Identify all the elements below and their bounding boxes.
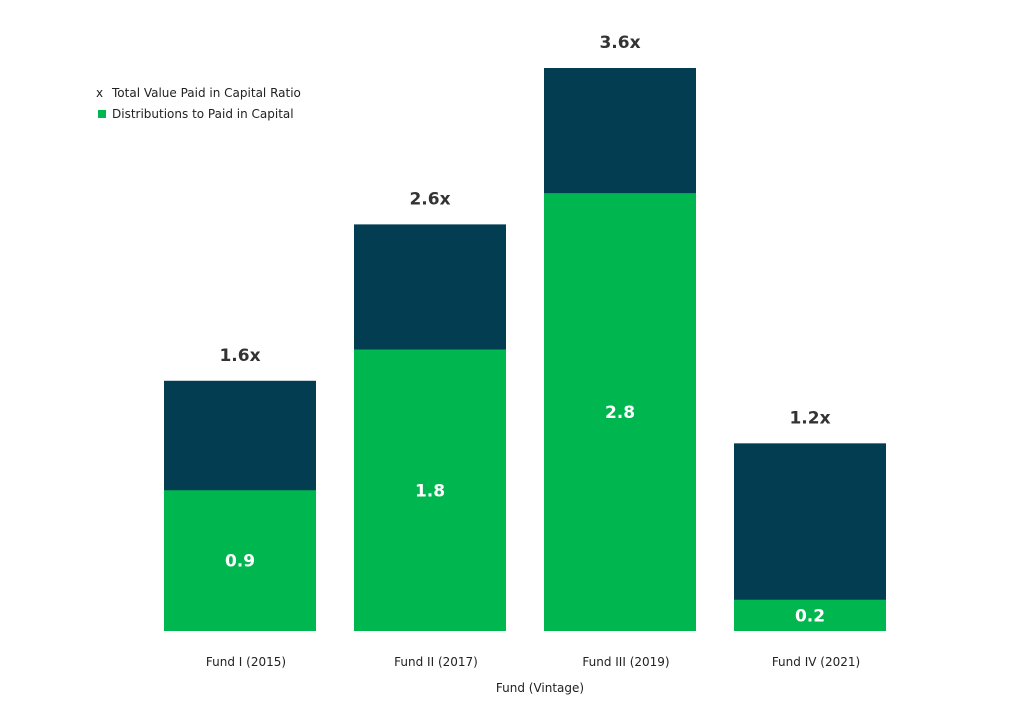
total-label-3: 3.6x — [599, 33, 640, 53]
x-tick-label-1: Fund I (2015) — [206, 655, 286, 669]
total-label-4: 1.2x — [789, 408, 830, 428]
total-label-1: 1.6x — [219, 346, 260, 366]
dpi-label-1: 0.9 — [225, 552, 255, 572]
legend-swatch-dpi — [98, 110, 106, 118]
dpi-label-2: 1.8 — [415, 481, 445, 501]
labels: 1.6x 0.9 Fund I (2015) 2.6x 1.8 Fund II (2017… — [206, 33, 860, 669]
total-label-2: 2.6x — [409, 189, 450, 209]
x-axis-title: Fund (Vintage) — [496, 681, 584, 695]
legend-x-marker: x — [96, 86, 103, 100]
x-tick-label-2: Fund II (2017) — [394, 655, 478, 669]
bars — [164, 68, 886, 631]
bar-dpi-3 — [544, 193, 696, 631]
x-tick-label-3: Fund III (2019) — [582, 655, 669, 669]
bar-dpi-4 — [734, 599, 886, 631]
dpi-label-4: 0.2 — [795, 606, 825, 626]
legend-entry-tvpi: Total Value Paid in Capital Ratio — [111, 86, 301, 100]
bar-dpi-1 — [164, 490, 316, 631]
legend: x Total Value Paid in Capital Ratio Dist… — [96, 86, 301, 121]
x-tick-label-4: Fund IV (2021) — [772, 655, 860, 669]
dpi-label-3: 2.8 — [605, 403, 635, 423]
bar-dpi-2 — [354, 349, 506, 631]
legend-entry-dpi: Distributions to Paid in Capital — [112, 107, 294, 121]
